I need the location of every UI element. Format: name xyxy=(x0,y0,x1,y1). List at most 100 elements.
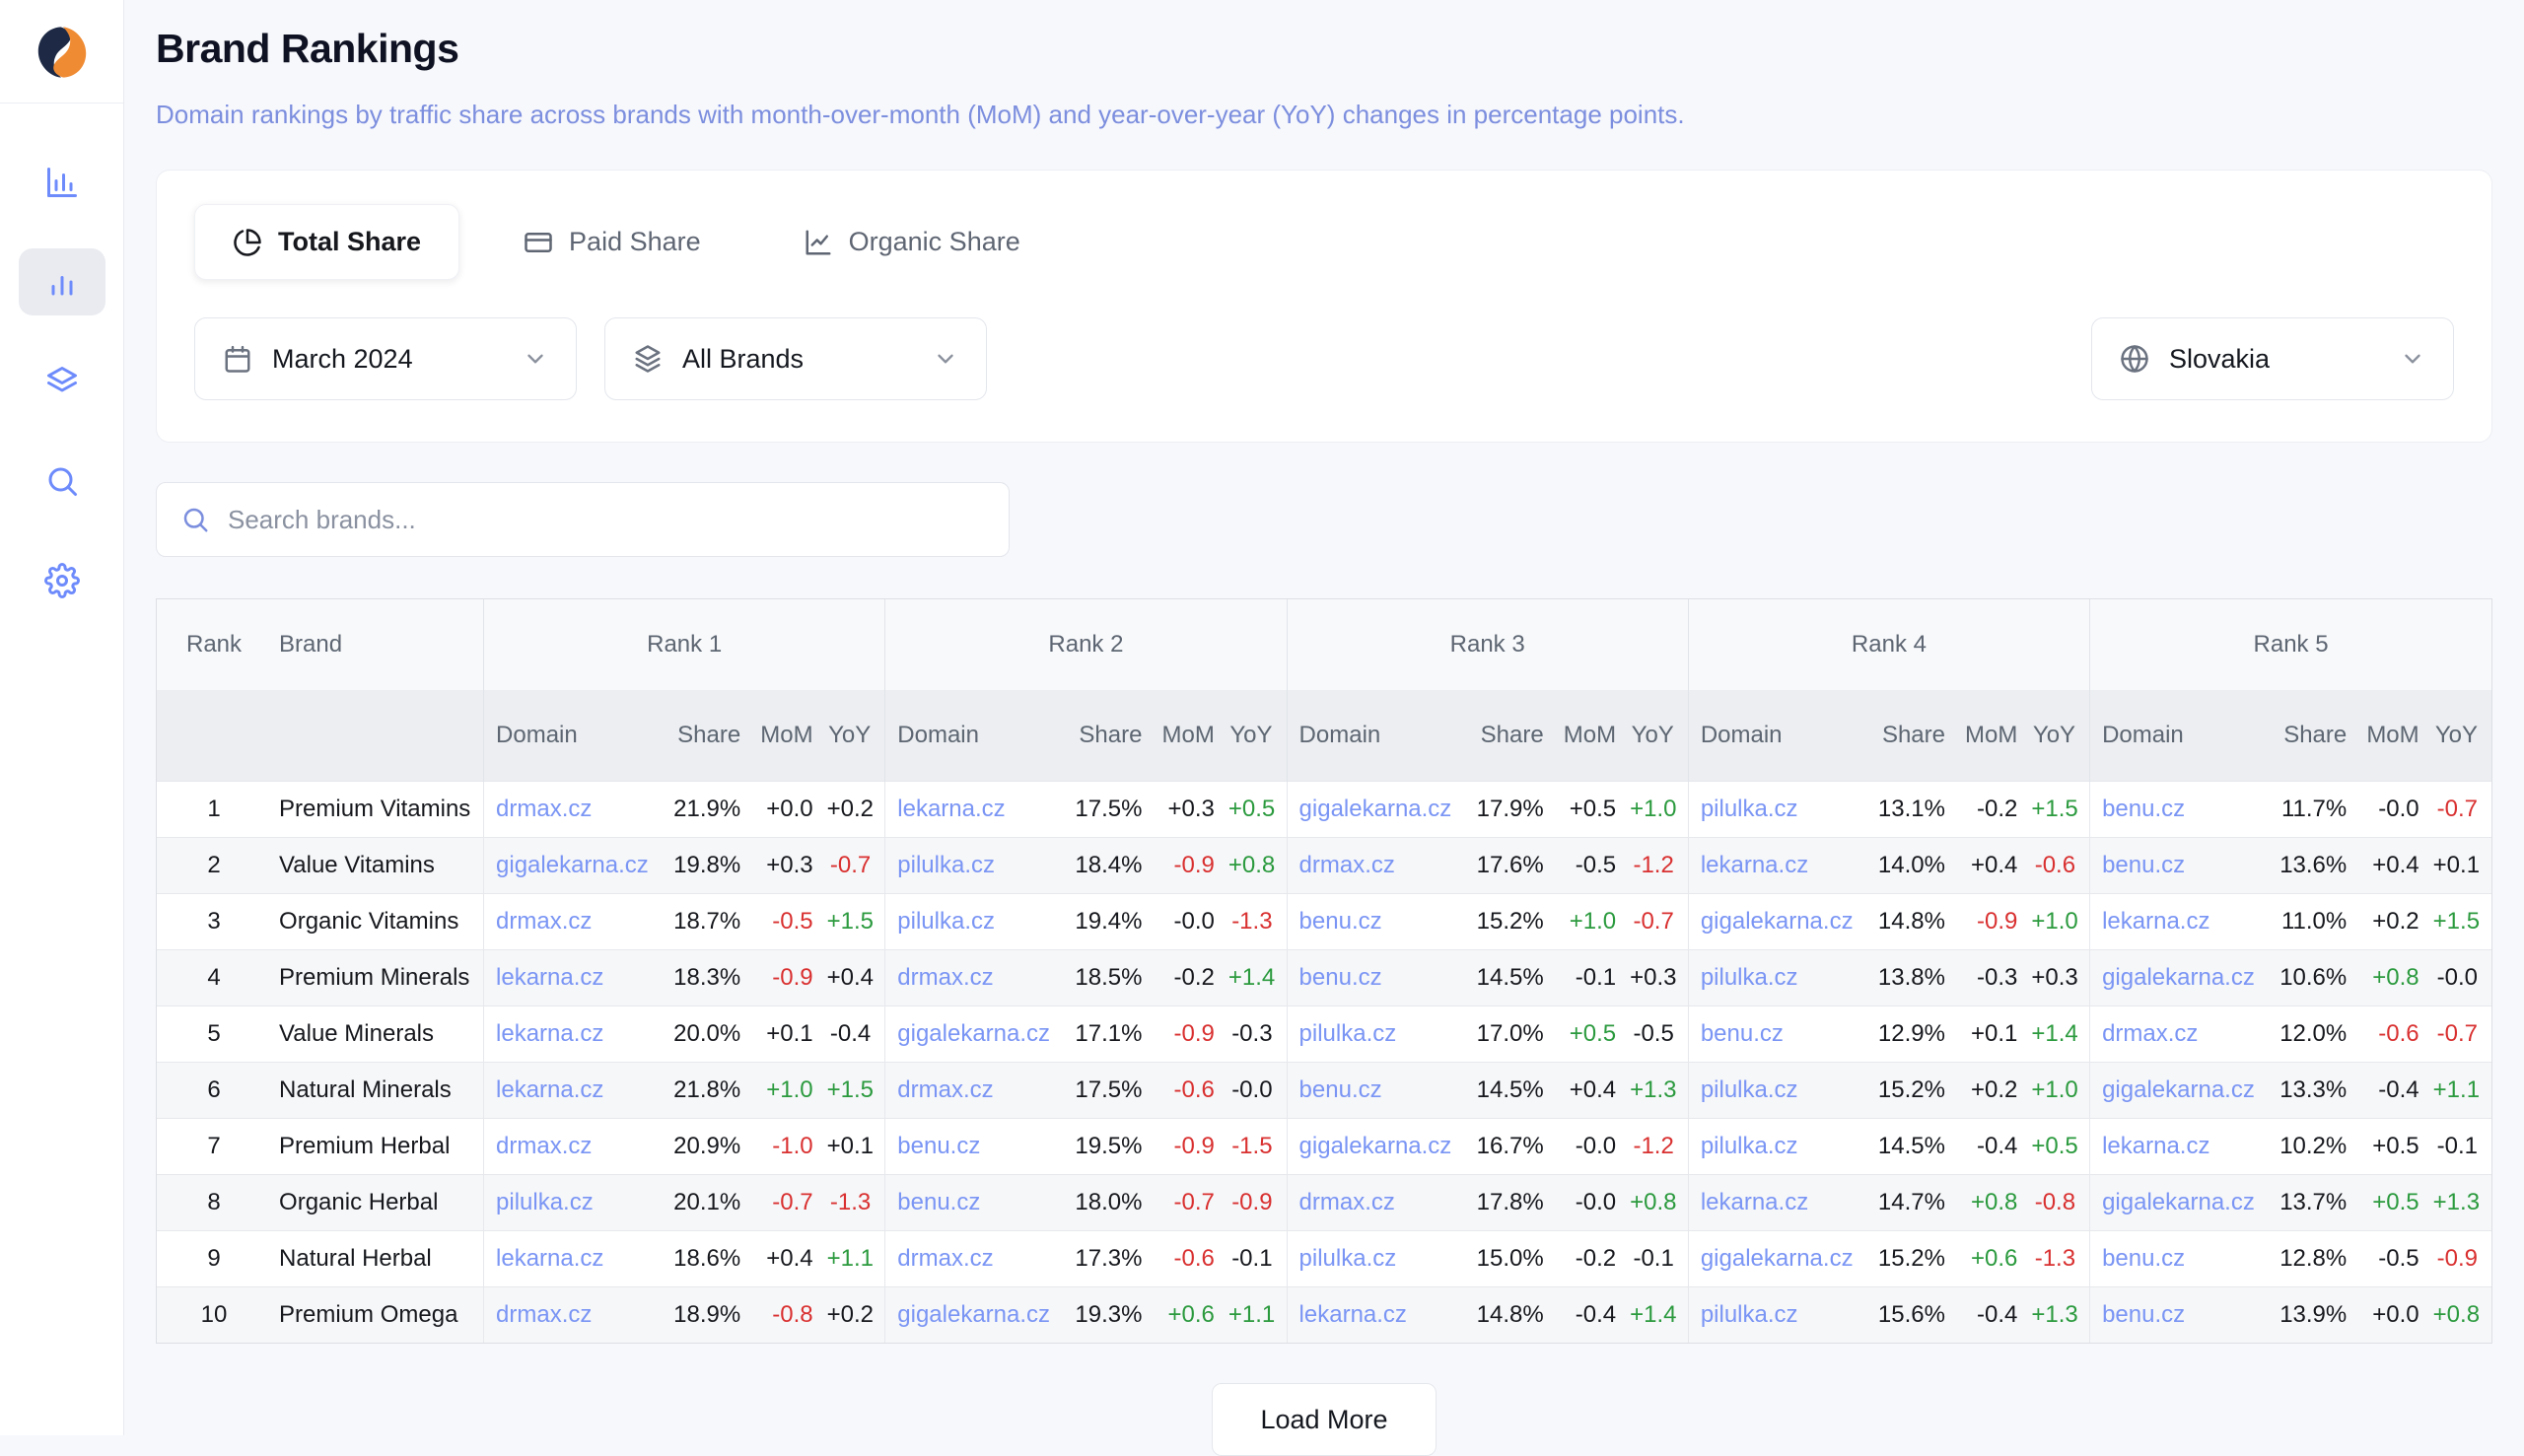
domain-link[interactable]: lekarna.cz xyxy=(496,1019,604,1047)
share-cell: 18.3% xyxy=(654,948,755,1005)
domain-link[interactable]: drmax.cz xyxy=(496,1300,593,1328)
domain-link[interactable]: lekarna.cz xyxy=(496,963,604,991)
domain-link[interactable]: pilulka.cz xyxy=(496,1188,594,1215)
domain-link[interactable]: drmax.cz xyxy=(897,963,994,991)
domain-link[interactable]: gigalekarna.cz xyxy=(496,851,649,878)
share-cell: 20.9% xyxy=(654,1117,755,1174)
yoy-cell: +0.3 xyxy=(1630,948,1689,1005)
gear-icon xyxy=(43,563,80,598)
domain-cell: benu.cz xyxy=(1687,1005,1859,1062)
domain-link[interactable]: drmax.cz xyxy=(897,1075,994,1103)
sidebar-item-analytics[interactable] xyxy=(19,149,105,216)
domain-cell: pilulka.cz xyxy=(884,892,1056,949)
domain-link[interactable]: lekarna.cz xyxy=(1298,1300,1407,1328)
sidebar-item-settings[interactable] xyxy=(19,547,105,614)
domain-link[interactable]: benu.cz xyxy=(897,1132,981,1159)
domain-link[interactable]: drmax.cz xyxy=(2102,1019,2199,1047)
brand-cell: Value Minerals xyxy=(271,1005,484,1062)
brand-cell: Premium Omega xyxy=(271,1285,484,1343)
brand-cell: Organic Vitamins xyxy=(271,892,484,949)
domain-link[interactable]: gigalekarna.cz xyxy=(1298,1132,1452,1159)
month-dropdown[interactable]: March 2024 xyxy=(194,317,577,400)
tab-paid-share[interactable]: Paid Share xyxy=(485,204,739,280)
domain-cell: benu.cz xyxy=(2089,1229,2261,1286)
domain-link[interactable]: drmax.cz xyxy=(496,795,593,822)
domain-link[interactable]: gigalekarna.cz xyxy=(1700,907,1854,935)
domain-link[interactable]: benu.cz xyxy=(2102,1300,2186,1328)
domain-link[interactable]: pilulka.cz xyxy=(1700,1075,1798,1103)
yoy-cell: +1.1 xyxy=(1227,1285,1288,1343)
domain-link[interactable]: benu.cz xyxy=(1700,1019,1784,1047)
domain-link[interactable]: gigalekarna.cz xyxy=(1298,795,1452,822)
yoy-cell: +1.3 xyxy=(1630,1061,1689,1118)
share-cell: 13.3% xyxy=(2260,1061,2361,1118)
domain-cell: benu.cz xyxy=(2089,780,2261,837)
mom-cell: -0.3 xyxy=(1958,948,2032,1005)
domain-link[interactable]: pilulka.cz xyxy=(1700,795,1798,822)
domain-link[interactable]: drmax.cz xyxy=(1298,851,1395,878)
tab-organic-share[interactable]: Organic Share xyxy=(765,204,1059,280)
table-row: 3 Organic Vitamins drmax.cz 18.7% -0.5 +1.5 pi… xyxy=(157,892,2491,949)
domain-link[interactable]: gigalekarna.cz xyxy=(2102,1188,2255,1215)
yoy-cell: -0.6 xyxy=(2031,836,2090,893)
mom-subheader: MoM xyxy=(1958,690,2032,781)
load-more-button[interactable]: Load More xyxy=(1212,1383,1437,1456)
domain-link[interactable]: gigalekarna.cz xyxy=(897,1019,1051,1047)
domain-link[interactable]: gigalekarna.cz xyxy=(2102,963,2255,991)
share-cell: 13.9% xyxy=(2260,1285,2361,1343)
domain-link[interactable]: benu.cz xyxy=(2102,851,2186,878)
domain-link[interactable]: pilulka.cz xyxy=(897,907,995,935)
domain-link[interactable]: lekarna.cz xyxy=(496,1075,604,1103)
domain-link[interactable]: gigalekarna.cz xyxy=(1700,1244,1854,1272)
domain-link[interactable]: lekarna.cz xyxy=(1700,851,1809,878)
mom-cell: -1.0 xyxy=(754,1117,827,1174)
yoy-cell: +0.5 xyxy=(2031,1117,2090,1174)
domain-link[interactable]: pilulka.cz xyxy=(1700,1300,1798,1328)
tab-total-share[interactable]: Total Share xyxy=(194,204,460,280)
domain-link[interactable]: benu.cz xyxy=(2102,1244,2186,1272)
domain-link[interactable]: benu.cz xyxy=(1298,963,1382,991)
yoy-cell: +1.5 xyxy=(826,892,885,949)
share-cell: 19.8% xyxy=(654,836,755,893)
table-row: 10 Premium Omega drmax.cz 18.9% -0.8 +0.2 giga… xyxy=(157,1285,2491,1343)
domain-link[interactable]: benu.cz xyxy=(1298,1075,1382,1103)
domain-link[interactable]: pilulka.cz xyxy=(1700,1132,1798,1159)
domain-cell: pilulka.cz xyxy=(483,1173,655,1230)
domain-link[interactable]: benu.cz xyxy=(2102,795,2186,822)
mom-cell: +1.0 xyxy=(754,1061,827,1118)
domain-link[interactable]: pilulka.cz xyxy=(897,851,995,878)
domain-link[interactable]: lekarna.cz xyxy=(1700,1188,1809,1215)
domain-link[interactable]: pilulka.cz xyxy=(1298,1244,1397,1272)
share-subheader: Share xyxy=(2260,690,2361,781)
domain-link[interactable]: lekarna.cz xyxy=(2102,907,2210,935)
domain-link[interactable]: lekarna.cz xyxy=(2102,1132,2210,1159)
search-input[interactable] xyxy=(228,504,985,535)
domain-link[interactable]: drmax.cz xyxy=(1298,1188,1395,1215)
brand-logo-swirl-icon xyxy=(37,27,86,78)
domain-subheader: Domain xyxy=(884,690,1056,781)
domain-link[interactable]: lekarna.cz xyxy=(496,1244,604,1272)
sidebar-item-search[interactable] xyxy=(19,448,105,515)
domain-link[interactable]: benu.cz xyxy=(897,1188,981,1215)
country-dropdown[interactable]: Slovakia xyxy=(2091,317,2454,400)
brand-dropdown[interactable]: All Brands xyxy=(604,317,987,400)
share-cell: 13.8% xyxy=(1858,948,1959,1005)
yoy-cell: +0.4 xyxy=(826,948,885,1005)
share-type-tabs: Total Share Paid Share Organic Share xyxy=(194,204,2454,280)
domain-link[interactable]: gigalekarna.cz xyxy=(2102,1075,2255,1103)
domain-link[interactable]: pilulka.cz xyxy=(1298,1019,1397,1047)
domain-link[interactable]: pilulka.cz xyxy=(1700,963,1798,991)
domain-link[interactable]: lekarna.cz xyxy=(897,795,1006,822)
sidebar-item-segments[interactable] xyxy=(19,348,105,415)
domain-link[interactable]: drmax.cz xyxy=(496,1132,593,1159)
app-logo[interactable] xyxy=(0,0,123,104)
domain-link[interactable]: drmax.cz xyxy=(897,1244,994,1272)
domain-link[interactable]: gigalekarna.cz xyxy=(897,1300,1051,1328)
mom-cell: +0.8 xyxy=(1958,1173,2032,1230)
domain-cell: benu.cz xyxy=(1286,892,1457,949)
domain-link[interactable]: benu.cz xyxy=(1298,907,1382,935)
yoy-cell: -0.8 xyxy=(2031,1173,2090,1230)
sidebar-item-rankings[interactable] xyxy=(18,248,105,315)
brand-column-header: Brand xyxy=(271,599,484,690)
domain-link[interactable]: drmax.cz xyxy=(496,907,593,935)
